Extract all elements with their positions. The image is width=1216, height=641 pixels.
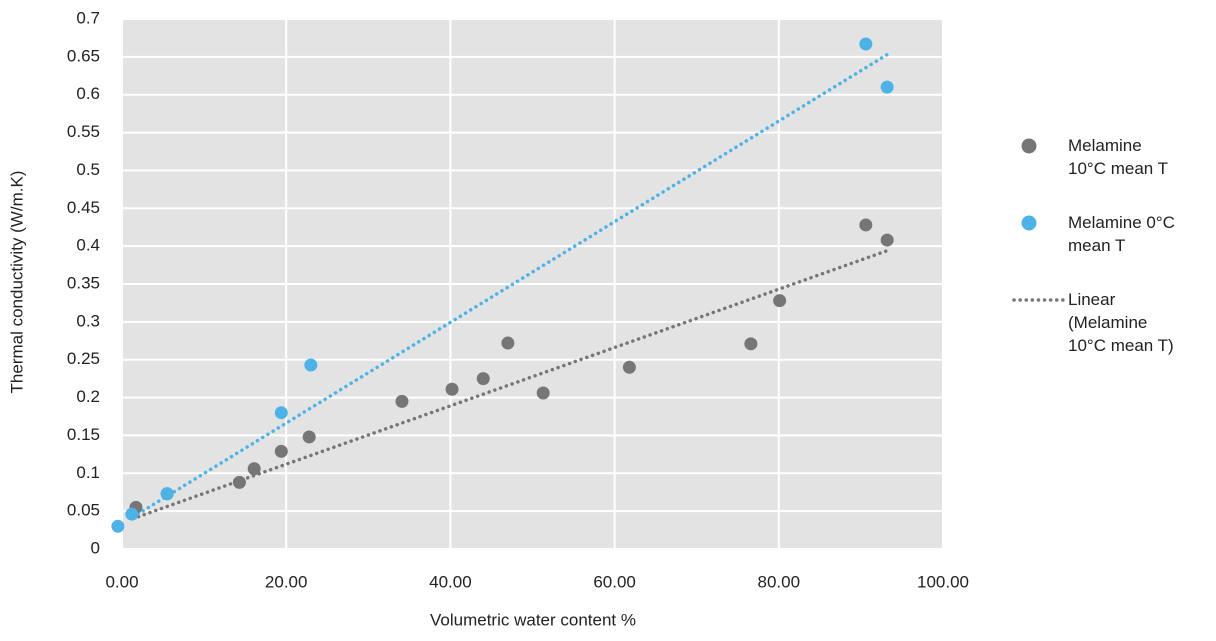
point: [111, 519, 125, 533]
point: [232, 475, 246, 489]
legend-label: Melamine 10°C mean T: [1068, 136, 1169, 178]
point: [247, 462, 261, 476]
x-tick-label: 80.00: [758, 572, 801, 591]
y-tick-label: 0: [91, 538, 100, 557]
legend-key: [1021, 215, 1037, 231]
point: [744, 337, 758, 351]
y-tick-label: 0.45: [67, 198, 100, 217]
point: [274, 444, 288, 458]
x-tick-label: 60.00: [593, 572, 636, 591]
legend-entry: Melamine 10°C mean T: [1012, 134, 1178, 180]
point: [773, 294, 787, 308]
y-tick-label: 0.55: [67, 122, 100, 141]
point: [859, 218, 873, 232]
point: [302, 430, 316, 444]
x-axis-title: Volumetric water content %: [430, 610, 636, 629]
y-tick-label: 0.5: [76, 160, 100, 179]
point: [445, 382, 459, 396]
y-tick-label: 0.25: [67, 349, 100, 368]
y-tick-label: 0.35: [67, 273, 100, 292]
legend-marker: [1021, 138, 1037, 154]
point: [274, 406, 288, 420]
y-tick-label: 0.1: [76, 463, 100, 482]
y-tick-label: 0.3: [76, 311, 100, 330]
point: [880, 233, 894, 247]
y-axis-title: Thermal conductivity (W/m.K): [7, 171, 26, 394]
legend-key: [1012, 298, 1066, 302]
y-tick-label: 0.6: [76, 84, 100, 103]
legend-label: Melamine 0°C mean T: [1068, 213, 1175, 255]
point: [304, 358, 318, 372]
legend-label: Linear (Melamine 10°C mean T): [1068, 290, 1174, 355]
x-tick-label: 40.00: [429, 572, 472, 591]
point: [501, 336, 515, 350]
y-tick-label: 0.7: [76, 8, 100, 27]
y-tick-label: 0.2: [76, 387, 100, 406]
point: [476, 372, 490, 386]
y-tick-label: 0.65: [67, 46, 100, 65]
y-tick-label: 0.15: [67, 425, 100, 444]
point: [622, 360, 636, 374]
legend-entry: Melamine 0°C mean T: [1012, 211, 1178, 257]
legend-key: [1021, 138, 1037, 154]
y-tick-label: 0.05: [67, 501, 100, 520]
point: [536, 386, 550, 400]
point: [125, 507, 139, 521]
trendline: [130, 248, 889, 521]
point: [395, 394, 409, 408]
legend-marker: [1021, 215, 1037, 231]
x-tick-label: 20.00: [265, 572, 308, 591]
point: [880, 80, 894, 94]
y-tick-label: 0.4: [76, 236, 100, 255]
x-tick-label: 100.00: [917, 572, 969, 591]
legend-entry: Linear (Melamine 10°C mean T): [1012, 288, 1178, 357]
point: [160, 487, 174, 501]
trendline: [130, 51, 892, 519]
point: [859, 37, 873, 51]
x-tick-label: 0.00: [105, 572, 138, 591]
